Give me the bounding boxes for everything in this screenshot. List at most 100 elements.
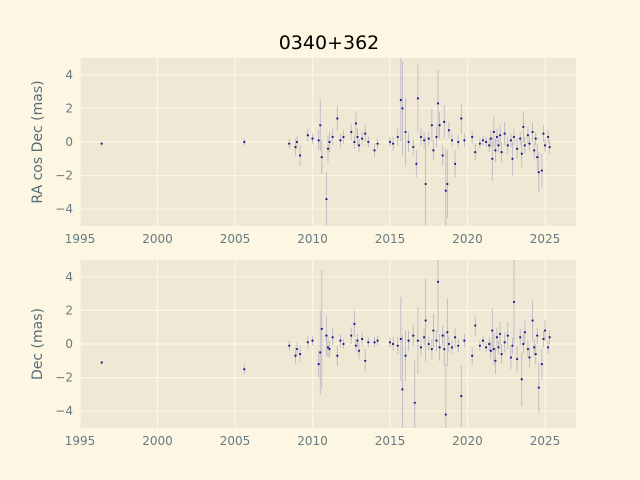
data-point bbox=[320, 327, 323, 330]
data-point bbox=[540, 363, 544, 366]
data-point bbox=[376, 142, 379, 145]
data-point bbox=[460, 117, 463, 120]
x-tick-label: 2010 bbox=[297, 232, 328, 246]
data-point bbox=[547, 135, 550, 139]
data-point bbox=[299, 154, 302, 157]
data-point bbox=[430, 347, 433, 351]
data-point bbox=[432, 149, 435, 152]
data-point bbox=[357, 349, 361, 352]
data-point bbox=[478, 142, 481, 145]
x-tick-label: 2015 bbox=[375, 232, 406, 246]
data-point bbox=[531, 130, 534, 134]
x-tick-label: 2020 bbox=[452, 232, 483, 246]
x-tick-label: 2000 bbox=[142, 232, 173, 246]
data-point bbox=[548, 336, 551, 339]
chart-title: 0340+362 bbox=[279, 32, 380, 54]
data-point bbox=[495, 135, 499, 139]
data-point bbox=[326, 346, 330, 349]
data-point bbox=[354, 344, 357, 347]
data-point bbox=[509, 356, 512, 359]
data-point bbox=[294, 145, 297, 149]
data-point bbox=[500, 150, 503, 154]
y-tick-label: −4 bbox=[55, 404, 73, 418]
data-point bbox=[454, 162, 457, 165]
data-point bbox=[547, 346, 550, 349]
data-point bbox=[350, 130, 353, 134]
data-point bbox=[534, 352, 537, 356]
data-point bbox=[436, 102, 440, 105]
data-point bbox=[485, 346, 488, 349]
data-point bbox=[353, 322, 356, 325]
data-point bbox=[450, 346, 454, 349]
panel-dec: 1995 2000 2005 2010 2015 2020 2025 −4 −2 0 2 4 Dec (… bbox=[30, 260, 576, 448]
data-point bbox=[342, 342, 345, 346]
data-point bbox=[526, 347, 530, 351]
points-group bbox=[100, 260, 551, 428]
data-point bbox=[443, 347, 446, 351]
data-point bbox=[404, 354, 407, 357]
data-point bbox=[424, 182, 427, 186]
x-tick-label: 2015 bbox=[375, 434, 406, 448]
data-point bbox=[388, 140, 392, 144]
data-point bbox=[457, 344, 460, 347]
x-tick-label: 2020 bbox=[452, 434, 483, 448]
data-point bbox=[523, 331, 526, 334]
data-point bbox=[497, 346, 500, 349]
data-point bbox=[399, 337, 402, 341]
data-point bbox=[306, 341, 309, 344]
data-point bbox=[492, 130, 495, 134]
data-point bbox=[491, 157, 494, 160]
data-point bbox=[350, 334, 353, 337]
data-point bbox=[526, 134, 530, 137]
data-point bbox=[454, 336, 457, 339]
data-point bbox=[444, 189, 447, 192]
data-point bbox=[450, 139, 454, 142]
data-point bbox=[416, 97, 419, 100]
data-point bbox=[503, 341, 506, 344]
data-point bbox=[392, 142, 395, 145]
data-point bbox=[100, 361, 103, 364]
data-point bbox=[446, 182, 449, 186]
data-point bbox=[328, 140, 331, 144]
data-point bbox=[474, 324, 477, 327]
data-point bbox=[392, 342, 395, 346]
y-tick-label: 2 bbox=[65, 101, 73, 115]
data-point bbox=[435, 339, 438, 342]
data-point bbox=[325, 334, 328, 337]
data-point bbox=[423, 336, 426, 339]
x-tick-label: 1995 bbox=[65, 434, 96, 448]
data-point bbox=[373, 149, 376, 152]
data-point bbox=[100, 142, 103, 145]
data-point bbox=[435, 135, 438, 139]
data-point bbox=[311, 339, 314, 342]
data-point bbox=[488, 342, 491, 346]
data-point bbox=[438, 124, 441, 127]
data-point bbox=[430, 124, 433, 127]
data-point bbox=[536, 334, 539, 337]
data-point bbox=[299, 352, 302, 356]
data-point bbox=[317, 139, 320, 142]
data-point bbox=[463, 339, 466, 342]
data-point bbox=[509, 139, 512, 142]
data-point bbox=[503, 132, 506, 135]
data-point bbox=[319, 124, 322, 127]
data-point bbox=[534, 137, 537, 140]
data-point bbox=[423, 139, 426, 142]
data-point bbox=[497, 144, 500, 147]
data-point bbox=[419, 346, 423, 349]
data-point bbox=[548, 145, 551, 149]
y-tick-label: −2 bbox=[55, 371, 73, 385]
data-point bbox=[491, 329, 494, 332]
data-point bbox=[413, 401, 416, 404]
data-point bbox=[533, 149, 536, 152]
data-point bbox=[471, 135, 474, 139]
data-point bbox=[364, 359, 367, 362]
data-point bbox=[419, 135, 423, 139]
data-point bbox=[320, 156, 323, 159]
data-point bbox=[489, 137, 492, 140]
data-point bbox=[326, 147, 330, 150]
data-point bbox=[511, 344, 514, 347]
data-point bbox=[396, 344, 399, 347]
data-point bbox=[311, 137, 314, 140]
data-point bbox=[294, 354, 297, 357]
